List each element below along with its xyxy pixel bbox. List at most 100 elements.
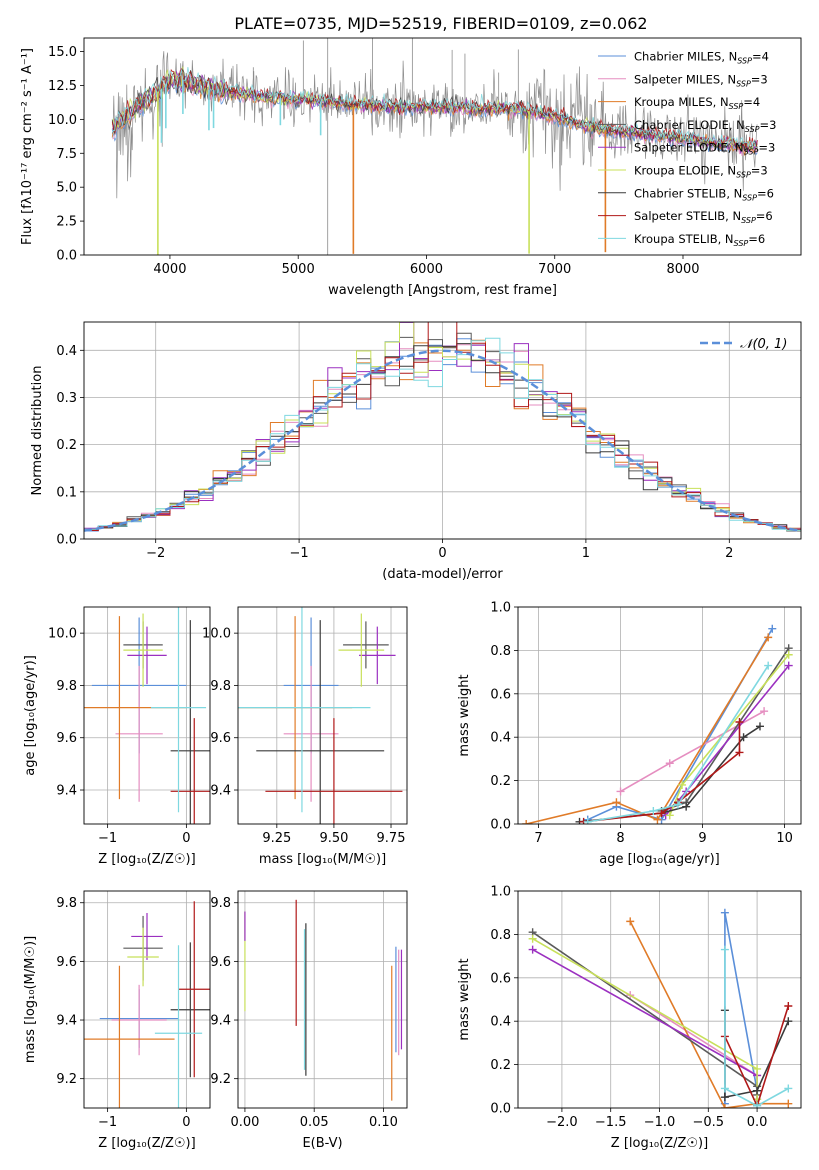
ticks: −1 0 9.2 9.4 9.6 9.8: [56, 896, 190, 1130]
x-tick-label: −2: [146, 546, 165, 561]
weight-line-3: [532, 931, 758, 1095]
y-tick-label: 9.8: [56, 679, 77, 694]
axes-frame: [83, 37, 802, 256]
legend-tail: =3: [758, 141, 775, 155]
weight-marker: [784, 1084, 793, 1093]
y-tick-label: 0.6: [490, 687, 511, 702]
x-tick-label: 7: [534, 831, 542, 846]
y-tick-label: 9.6: [56, 731, 77, 746]
legend-tail: =6: [757, 186, 774, 200]
y-tick-label: 9.6: [210, 731, 231, 746]
legend-label: 𝒩(0, 1): [740, 337, 787, 352]
weight-marker: [720, 945, 729, 954]
ticks: 4000 5000 6000 7000 8000 0.0 2.5 5.0 7.5 10.0 12.5…: [48, 45, 699, 277]
x-tick-label: 7000: [538, 262, 571, 277]
weight-marker: [755, 722, 764, 731]
y-tick-label: 0.4: [56, 344, 77, 359]
x-tick-label: −1: [290, 546, 309, 561]
weight-marker: [682, 802, 691, 811]
y-tick-label: 0.8: [490, 644, 511, 659]
plot-area: [528, 908, 793, 1108]
histogram-kroupa_stelib: [84, 337, 801, 531]
histogram-chabrier_stelib: [84, 343, 801, 531]
x-tick-label: 9.75: [377, 831, 406, 846]
x-tick-label: −1: [98, 1115, 117, 1130]
x-tick-label: 9.50: [319, 831, 348, 846]
weight-line-4: [665, 665, 790, 816]
y-tick-label: 9.4: [56, 784, 77, 799]
legend-label: Kroupa ELODIE, NSSP=3: [634, 164, 768, 180]
weight-marker: [522, 820, 531, 824]
y-tick-label: 0.2: [490, 774, 511, 789]
weight-marker: [528, 934, 537, 943]
panel-mass_vs_Z: −1 0 9.2 9.4 9.6 9.8 Z [log₁₀(Z/Z☉)] mass [log₁…: [23, 890, 211, 1151]
y-tick-label: 0.4: [490, 731, 511, 746]
legend-label-text: Kroupa STELIB, N: [634, 232, 734, 246]
weight-marker: [784, 1099, 793, 1108]
legend-tail: =3: [751, 164, 768, 178]
legend-label: Salpeter ELODIE, NSSP=3: [634, 141, 775, 157]
weight-marker: [739, 733, 748, 742]
y-axis-label: mass [log₁₀(M/M☉)]: [23, 936, 38, 1063]
panel-spectrum: 4000 5000 6000 7000 8000 0.0 2.5 5.0 7.5 10.0 12.5…: [20, 37, 802, 298]
y-tick-label: 9.8: [210, 679, 231, 694]
y-tick-label: 0.0: [56, 249, 77, 264]
weight-line-8: [587, 665, 769, 823]
x-tick-label: 8: [616, 831, 624, 846]
weight-line-4: [532, 948, 758, 1100]
x-tick-label: 2: [725, 546, 733, 561]
x-tick-label: 0: [438, 546, 446, 561]
legend-label: Kroupa STELIB, NSSP=6: [634, 232, 765, 248]
y-tick-label: 9.4: [210, 1014, 231, 1029]
x-axis-label: wavelength [Angstrom, rest frame]: [328, 283, 557, 298]
axes-frame: [237, 606, 408, 825]
legend-subscript: SSP: [736, 171, 751, 180]
normal-curve: [84, 349, 801, 532]
weight-marker: [720, 1093, 729, 1102]
legend-label-text: Kroupa ELODIE, N: [634, 164, 736, 178]
y-tick-label: 9.4: [210, 784, 231, 799]
plot-area: [238, 607, 403, 824]
ticks: 9.25 9.50 9.75 9.4 9.6 9.8 10.0: [202, 627, 405, 846]
plot-area: [84, 607, 210, 824]
plot-area: [84, 322, 801, 532]
y-tick-label: 5.0: [56, 181, 77, 196]
weight-marker: [784, 1002, 793, 1011]
ticks: 7 8 9 10 0.0 0.2 0.4 0.6 0.8 1.0: [490, 601, 793, 847]
legend-tail: =3: [760, 118, 777, 132]
y-axis-label: Normed distribution: [30, 366, 45, 496]
x-axis-label: Z [log₁₀(Z/Z☉)]: [98, 1136, 195, 1151]
legend-label-text: Salpeter MILES, N: [634, 72, 736, 86]
ticks: −1 0 9.4 9.6 9.8 10.0: [48, 627, 190, 846]
y-axis-label: mass weight: [457, 674, 472, 756]
y-tick-label: 0.0: [490, 818, 511, 833]
panel-weight_vs_age: 7 8 9 10 0.0 0.2 0.4 0.6 0.8 1.0 age [log₁₀(age/yr…: [457, 601, 802, 867]
x-tick-label: 0.05: [300, 1115, 329, 1130]
axes-frame: [237, 890, 408, 1109]
y-tick-label: 7.5: [56, 147, 77, 162]
weight-line-2: [629, 921, 789, 1108]
y-tick-label: 9.6: [56, 955, 77, 970]
x-axis-label: Z [log₁₀(Z/Z☉)]: [611, 1136, 708, 1151]
legend-label: Chabrier ELODIE, NSSP=3: [634, 118, 776, 134]
weight-marker: [528, 945, 537, 954]
panel-residuals: −2 −1 0 1 2 0.0 0.1 0.2 0.3 0.4 (data-model)/error…: [30, 321, 802, 582]
y-tick-label: 0.2: [490, 1058, 511, 1073]
legend-subscript: SSP: [745, 125, 760, 134]
weight-marker: [720, 1104, 729, 1108]
y-tick-label: 1.0: [490, 601, 511, 616]
legend-subscript: SSP: [741, 216, 756, 225]
x-tick-label: 5000: [282, 262, 315, 277]
weight-line-8: [724, 949, 789, 1107]
y-tick-label: 0.1: [56, 485, 77, 500]
x-tick-label: 4000: [153, 262, 186, 277]
weight-marker: [678, 780, 687, 789]
legend-label-text: Chabrier STELIB, N: [634, 186, 742, 200]
x-tick-label: 9: [698, 831, 706, 846]
y-axis-label: mass weight: [457, 958, 472, 1040]
weight-marker: [612, 798, 621, 807]
legend-tail: =3: [751, 72, 768, 86]
legend-tail: =6: [756, 209, 773, 223]
y-tick-label: 10.0: [48, 113, 77, 128]
x-tick-label: −1: [98, 831, 117, 846]
